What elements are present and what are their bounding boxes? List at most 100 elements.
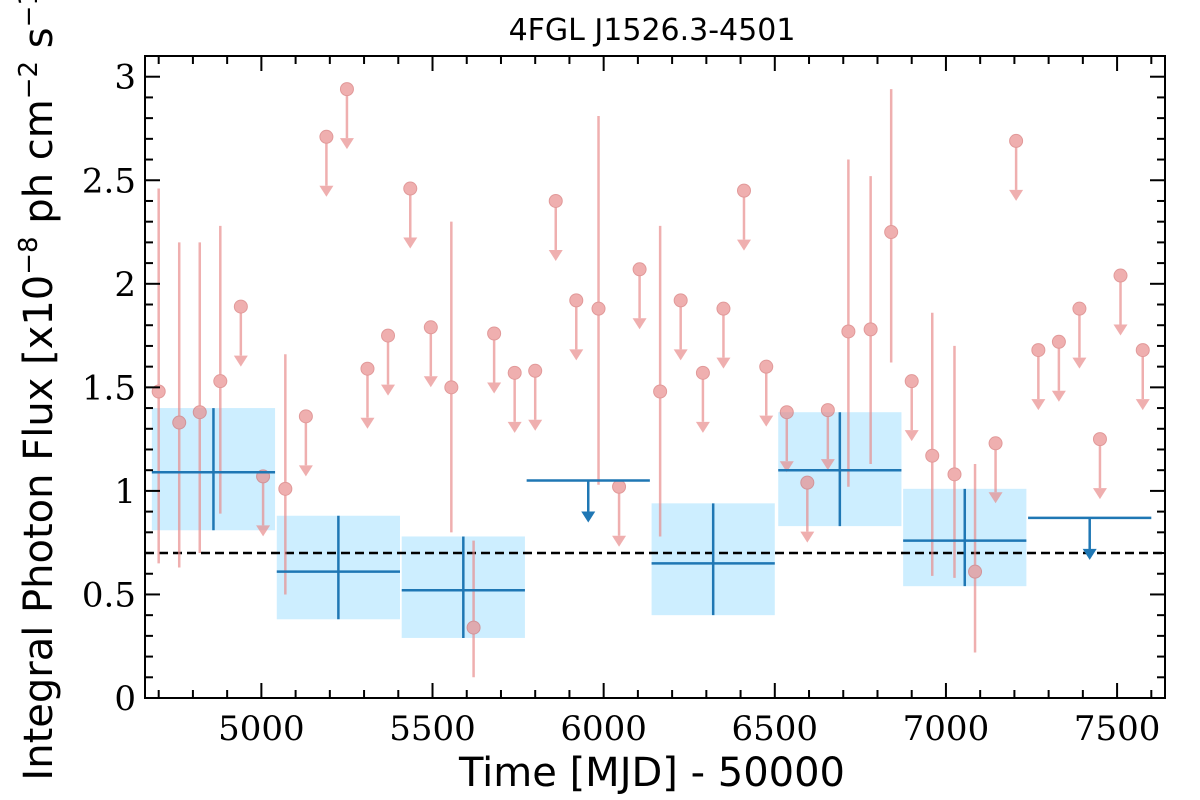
data-marker [192, 405, 207, 420]
short-bin-point [548, 193, 563, 261]
short-bin-point [841, 159, 856, 487]
y-tick-label: 3 [114, 58, 136, 98]
data-marker [487, 326, 502, 341]
short-bin-point [925, 312, 940, 576]
upper-limit-arrow-head [632, 318, 647, 330]
data-marker [1051, 334, 1066, 349]
data-marker [569, 293, 584, 308]
short-bin-point [695, 365, 710, 433]
data-marker [968, 564, 983, 579]
x-tick-label: 6500 [732, 709, 819, 749]
short-bin-point [487, 326, 502, 394]
short-bin-point [884, 89, 899, 363]
short-bin-point [1072, 301, 1087, 369]
data-marker [736, 183, 751, 198]
y-tick-labels: 0 0.5 1 1.5 2 2.5 3 [82, 58, 136, 719]
short-bin-point [172, 242, 187, 568]
upper-limit-arrow-head [1072, 357, 1087, 369]
data-marker [904, 374, 919, 389]
short-bin-point [1009, 133, 1024, 201]
short-bin-point [759, 359, 774, 427]
short-bin-point [988, 436, 1003, 504]
y-axis-label-exponent: −1 [14, 0, 44, 27]
data-marker [820, 403, 835, 418]
upper-limit-arrow-head [612, 535, 627, 547]
upper-limit-arrow-head [716, 357, 731, 369]
upper-limit-arrow-head [779, 461, 794, 473]
x-tick-label: 6000 [560, 709, 647, 749]
short-bin-point [820, 403, 835, 471]
x-tick-label: 5000 [218, 709, 305, 749]
upper-limit-arrow-head [820, 459, 835, 471]
short-bin-point [278, 354, 293, 595]
axis-ticks [145, 55, 1165, 699]
long-bin-series [151, 408, 1152, 638]
short-bin-point [298, 409, 313, 477]
upper-limit-arrow-head [339, 138, 354, 150]
y-tick-label: 0.5 [82, 575, 136, 615]
y-tick-label: 1.5 [82, 368, 136, 408]
data-marker [1031, 343, 1046, 358]
upper-limit-arrow-head [507, 421, 522, 433]
short-bin-point [653, 225, 668, 537]
short-bin-point [1113, 268, 1128, 336]
data-marker [947, 467, 962, 482]
short-bin-point [360, 361, 375, 429]
x-tick-labels: 5000 5500 6000 6500 7000 7500 [218, 709, 1160, 749]
x-axis-label: Time [MJD] - 50000 [458, 750, 845, 796]
y-axis-label-part: s [16, 27, 62, 61]
long-bin-point [276, 515, 400, 620]
short-bin-point [423, 320, 438, 388]
data-marker [695, 365, 710, 380]
data-marker [528, 363, 543, 378]
long-bin-point [401, 536, 525, 638]
data-marker [423, 320, 438, 335]
y-axis-label-part: Integral Photon Flux [x10 [16, 275, 62, 781]
y-tick-label: 1 [114, 472, 136, 512]
short-bin-point [947, 345, 962, 578]
short-bin-point [569, 293, 584, 361]
upper-limit-arrow-head [233, 355, 248, 367]
y-axis-label: Integral Photon Flux [x10−8 ph cm−2 s−1] [14, 0, 62, 781]
upper-limit-arrow-head [1082, 548, 1097, 560]
short-bin-point [403, 181, 418, 249]
long-bin-point [903, 488, 1027, 587]
data-marker [339, 82, 354, 97]
upper-limit-arrow-head [319, 185, 334, 197]
long-bin-point [1028, 516, 1152, 560]
x-tick-label: 7000 [903, 709, 990, 749]
short-bin-point [1135, 343, 1150, 411]
short-bin-point [444, 221, 459, 533]
data-marker [1092, 432, 1107, 447]
short-bin-point [466, 540, 481, 678]
short-bin-point [192, 242, 207, 554]
upper-limit-arrow-head [581, 511, 596, 523]
data-marker [403, 181, 418, 196]
data-marker [884, 225, 899, 240]
upper-limit-arrow-head [1031, 399, 1046, 411]
data-marker [507, 365, 522, 380]
long-bin-point [526, 479, 650, 523]
upper-limit-arrow-head [528, 419, 543, 431]
data-marker [466, 620, 481, 635]
short-bin-point [1092, 432, 1107, 500]
short-bin-point [1051, 334, 1066, 402]
x-tick-label: 7500 [1074, 709, 1161, 749]
short-bin-point [863, 176, 878, 464]
data-marker [444, 380, 459, 395]
data-marker [298, 409, 313, 424]
data-marker [759, 359, 774, 374]
data-marker [1113, 268, 1128, 283]
data-marker [319, 129, 334, 144]
data-marker [673, 293, 688, 308]
x-tick-label: 5500 [389, 709, 476, 749]
upper-limit-arrow-head [736, 239, 751, 251]
upper-limit-arrow-head [800, 531, 815, 543]
data-marker [1009, 133, 1024, 148]
short-bin-point [904, 374, 919, 442]
data-marker [716, 301, 731, 316]
upper-limit-arrow-head [759, 415, 774, 427]
upper-limit-arrow-head [988, 492, 1003, 504]
data-marker [653, 384, 668, 399]
